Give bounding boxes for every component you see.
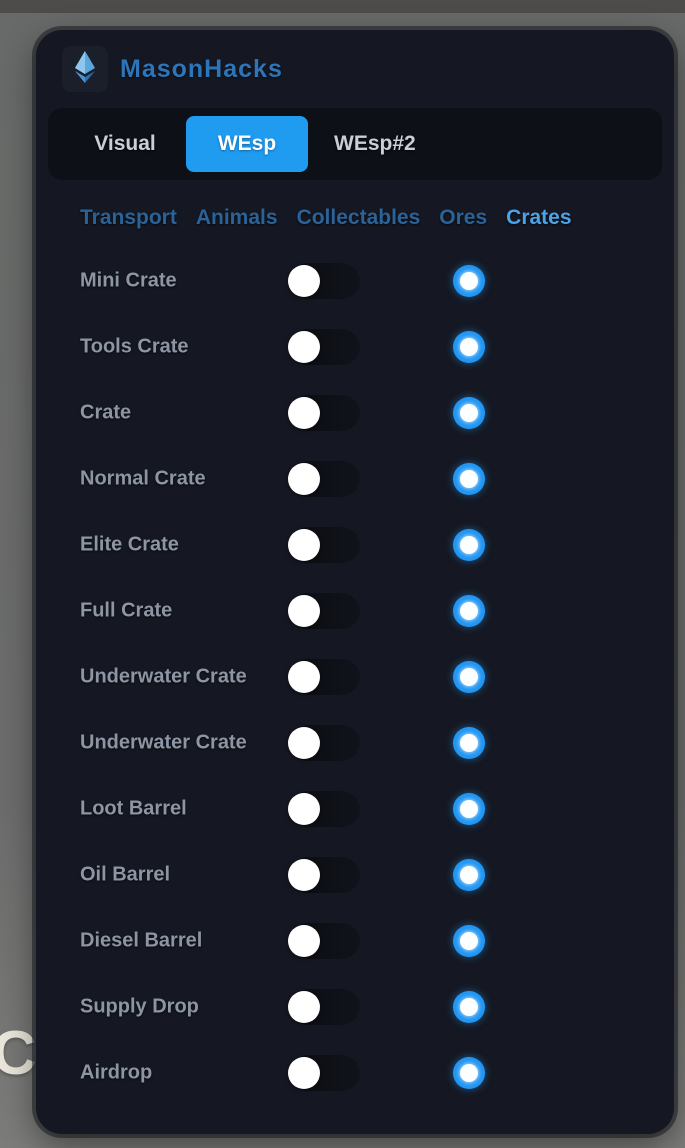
toggle-full-crate[interactable]	[288, 593, 360, 629]
setting-label: Full Crate	[80, 599, 173, 622]
settings-rows: Mini Crate Tools Crate Crate Normal Crat…	[36, 248, 674, 1106]
tab-wesp[interactable]: WEsp	[186, 116, 308, 172]
toggle-mini-crate[interactable]	[288, 263, 360, 299]
toggle-knob[interactable]	[288, 661, 320, 693]
setting-row-loot-barrel-8: Loot Barrel	[36, 776, 674, 842]
color-picker-oil-barrel[interactable]	[453, 859, 485, 891]
color-picker-center	[460, 404, 478, 422]
color-picker-loot-barrel[interactable]	[453, 793, 485, 825]
setting-label: Airdrop	[80, 1061, 153, 1084]
setting-label: Diesel Barrel	[80, 929, 203, 952]
color-picker-supply-drop[interactable]	[453, 991, 485, 1023]
color-picker-center	[460, 536, 478, 554]
toggle-knob[interactable]	[288, 463, 320, 495]
color-picker-mini-crate[interactable]	[453, 265, 485, 297]
color-picker-center	[460, 932, 478, 950]
brand-title: MasonHacks	[120, 54, 283, 83]
color-picker-full-crate[interactable]	[453, 595, 485, 627]
color-picker-center	[460, 338, 478, 356]
toggle-crate[interactable]	[288, 395, 360, 431]
subtab-collectables[interactable]: Collectables	[296, 206, 421, 229]
color-picker-center	[460, 602, 478, 620]
color-picker-normal-crate[interactable]	[453, 463, 485, 495]
subtab-animals[interactable]: Animals	[195, 206, 278, 229]
color-picker-diesel-barrel[interactable]	[453, 925, 485, 957]
logo-badge	[62, 46, 108, 92]
toggle-oil-barrel[interactable]	[288, 857, 360, 893]
color-picker-underwater-crate[interactable]	[453, 661, 485, 693]
setting-label: Crate	[80, 401, 132, 424]
color-picker-center	[460, 998, 478, 1016]
color-picker-center	[460, 1064, 478, 1082]
setting-row-supply-drop-11: Supply Drop	[36, 974, 674, 1040]
tab-visual[interactable]: Visual	[94, 132, 156, 155]
setting-row-elite-crate-4: Elite Crate	[36, 512, 674, 578]
color-picker-center	[460, 734, 478, 752]
setting-row-full-crate-5: Full Crate	[36, 578, 674, 644]
setting-row-diesel-barrel-10: Diesel Barrel	[36, 908, 674, 974]
setting-label: Elite Crate	[80, 533, 179, 556]
toggle-elite-crate[interactable]	[288, 527, 360, 563]
setting-label: Underwater Crate	[80, 731, 247, 754]
subtab-ores[interactable]: Ores	[439, 206, 488, 229]
color-picker-center	[460, 800, 478, 818]
toggle-loot-barrel[interactable]	[288, 791, 360, 827]
setting-row-airdrop-12: Airdrop	[36, 1040, 674, 1106]
color-picker-airdrop[interactable]	[453, 1057, 485, 1089]
setting-label: Supply Drop	[80, 995, 199, 1018]
toggle-supply-drop[interactable]	[288, 989, 360, 1025]
setting-row-underwater-crate-6: Underwater Crate	[36, 644, 674, 710]
color-picker-center	[460, 668, 478, 686]
color-picker-crate[interactable]	[453, 397, 485, 429]
toggle-knob[interactable]	[288, 1057, 320, 1089]
toggle-airdrop[interactable]	[288, 1055, 360, 1091]
color-picker-tools-crate[interactable]	[453, 331, 485, 363]
color-picker-underwater-crate[interactable]	[453, 727, 485, 759]
setting-label: Mini Crate	[80, 269, 177, 292]
subtab-bar: Transport Animals Collectables Ores Crates	[80, 202, 660, 234]
setting-label: Oil Barrel	[80, 863, 171, 886]
window-header: MasonHacks	[62, 45, 283, 93]
setting-label: Normal Crate	[80, 467, 206, 490]
setting-row-mini-crate-0: Mini Crate	[36, 248, 674, 314]
toggle-knob[interactable]	[288, 397, 320, 429]
setting-row-underwater-crate-7: Underwater Crate	[36, 710, 674, 776]
background-top-strip	[0, 0, 685, 13]
color-picker-center	[460, 470, 478, 488]
toggle-knob[interactable]	[288, 859, 320, 891]
subtab-crates[interactable]: Crates	[506, 206, 572, 229]
setting-row-normal-crate-3: Normal Crate	[36, 446, 674, 512]
toggle-knob[interactable]	[288, 331, 320, 363]
toggle-knob[interactable]	[288, 595, 320, 627]
subtab-transport[interactable]: Transport	[80, 206, 177, 229]
toggle-diesel-barrel[interactable]	[288, 923, 360, 959]
tab-wesp-2[interactable]: WEsp#2	[334, 132, 416, 155]
toggle-knob[interactable]	[288, 265, 320, 297]
color-picker-center	[460, 866, 478, 884]
toggle-underwater-crate[interactable]	[288, 725, 360, 761]
diamond-icon	[70, 50, 100, 89]
tab-bar: Visual WEsp WEsp#2	[48, 108, 662, 180]
setting-row-oil-barrel-9: Oil Barrel	[36, 842, 674, 908]
setting-row-crate-2: Crate	[36, 380, 674, 446]
toggle-knob[interactable]	[288, 727, 320, 759]
setting-label: Tools Crate	[80, 335, 189, 358]
masonhacks-window: MasonHacks Visual WEsp WEsp#2 Transport Ani…	[36, 30, 674, 1134]
toggle-normal-crate[interactable]	[288, 461, 360, 497]
toggle-knob[interactable]	[288, 925, 320, 957]
toggle-knob[interactable]	[288, 529, 320, 561]
toggle-tools-crate[interactable]	[288, 329, 360, 365]
setting-label: Loot Barrel	[80, 797, 187, 820]
toggle-underwater-crate[interactable]	[288, 659, 360, 695]
setting-label: Underwater Crate	[80, 665, 247, 688]
setting-row-tools-crate-1: Tools Crate	[36, 314, 674, 380]
color-picker-elite-crate[interactable]	[453, 529, 485, 561]
toggle-knob[interactable]	[288, 793, 320, 825]
color-picker-center	[460, 272, 478, 290]
toggle-knob[interactable]	[288, 991, 320, 1023]
